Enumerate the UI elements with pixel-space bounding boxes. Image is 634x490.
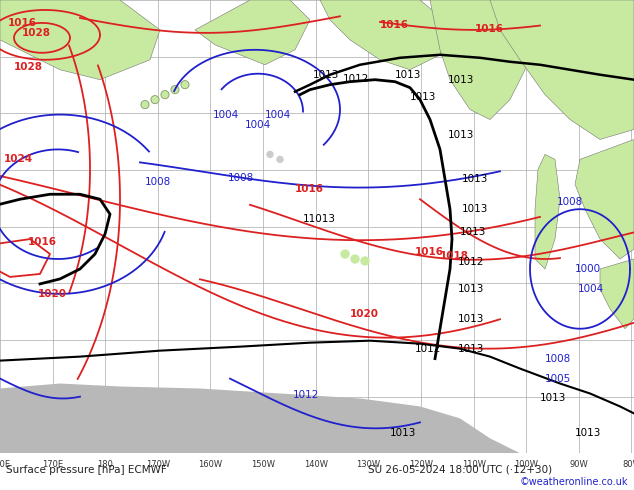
Text: 1013: 1013 [458,343,484,354]
Text: 1004: 1004 [213,110,239,120]
Text: 1016: 1016 [295,184,324,195]
Text: 1020: 1020 [38,289,67,299]
Polygon shape [195,0,310,65]
Polygon shape [490,0,634,140]
Polygon shape [430,0,530,120]
Text: 1008: 1008 [557,197,583,207]
Text: 1012: 1012 [458,257,484,267]
Polygon shape [0,0,160,80]
Text: 150W: 150W [251,460,275,469]
Circle shape [277,156,283,162]
Text: 130W: 130W [356,460,380,469]
Circle shape [181,81,189,89]
Text: 1004: 1004 [578,284,604,294]
Text: 1024: 1024 [4,154,33,165]
Text: 1005: 1005 [545,373,571,384]
Circle shape [151,96,159,103]
Circle shape [161,91,169,98]
Text: 1013: 1013 [575,428,602,439]
Text: 1008: 1008 [145,177,171,187]
Text: 1013: 1013 [390,428,417,439]
Text: 1012: 1012 [293,391,320,400]
Circle shape [171,86,179,94]
Text: 1013: 1013 [410,92,436,101]
Circle shape [351,255,359,263]
Text: 1016: 1016 [28,237,57,247]
Text: SU 26-05-2024 18:00 UTC (·12+30): SU 26-05-2024 18:00 UTC (·12+30) [368,465,552,475]
Polygon shape [535,154,560,269]
Polygon shape [0,384,634,453]
Polygon shape [600,259,634,329]
Text: 1016: 1016 [380,20,409,30]
Text: 1000: 1000 [575,264,601,274]
Text: 170E: 170E [42,460,63,469]
Text: 1018: 1018 [440,251,469,261]
Text: 1013: 1013 [460,227,486,237]
Text: 1004: 1004 [265,110,291,120]
Text: Surface pressure [hPa] ECMWF: Surface pressure [hPa] ECMWF [6,465,167,475]
Text: 1013: 1013 [395,70,422,80]
Text: 1028: 1028 [14,62,43,72]
Text: 1012: 1012 [415,343,441,354]
Text: 1013: 1013 [458,284,484,294]
Text: 1020: 1020 [350,309,379,319]
Text: 160W: 160W [198,460,223,469]
Text: 1008: 1008 [545,354,571,364]
Text: 100W: 100W [514,460,538,469]
Text: 110W: 110W [462,460,486,469]
Text: 120W: 120W [409,460,433,469]
Text: 1016: 1016 [8,18,37,28]
Text: 90W: 90W [569,460,588,469]
Text: 160E: 160E [0,460,11,469]
Polygon shape [320,0,450,70]
Text: 1016: 1016 [415,247,444,257]
Text: ©weatheronline.co.uk: ©weatheronline.co.uk [519,477,628,487]
Polygon shape [575,140,634,259]
Circle shape [267,151,273,157]
Text: 1013: 1013 [458,314,484,324]
Circle shape [141,100,149,109]
Text: 170W: 170W [146,460,170,469]
Text: 1004: 1004 [245,120,271,129]
Text: 1013: 1013 [462,174,488,184]
Circle shape [361,257,369,265]
Text: 1013: 1013 [540,393,566,403]
Text: 1028: 1028 [22,28,51,38]
Text: 1013: 1013 [448,129,474,140]
Text: 140W: 140W [304,460,328,469]
Circle shape [341,250,349,258]
Text: 1008: 1008 [228,173,254,183]
Text: 180: 180 [97,460,113,469]
Text: 1012: 1012 [343,74,370,84]
Text: 1013: 1013 [462,204,488,214]
Text: 1013: 1013 [448,74,474,85]
Text: 11013: 11013 [303,214,336,224]
Text: 1016: 1016 [475,24,504,34]
Text: 1013: 1013 [313,70,339,80]
Text: 80W: 80W [622,460,634,469]
